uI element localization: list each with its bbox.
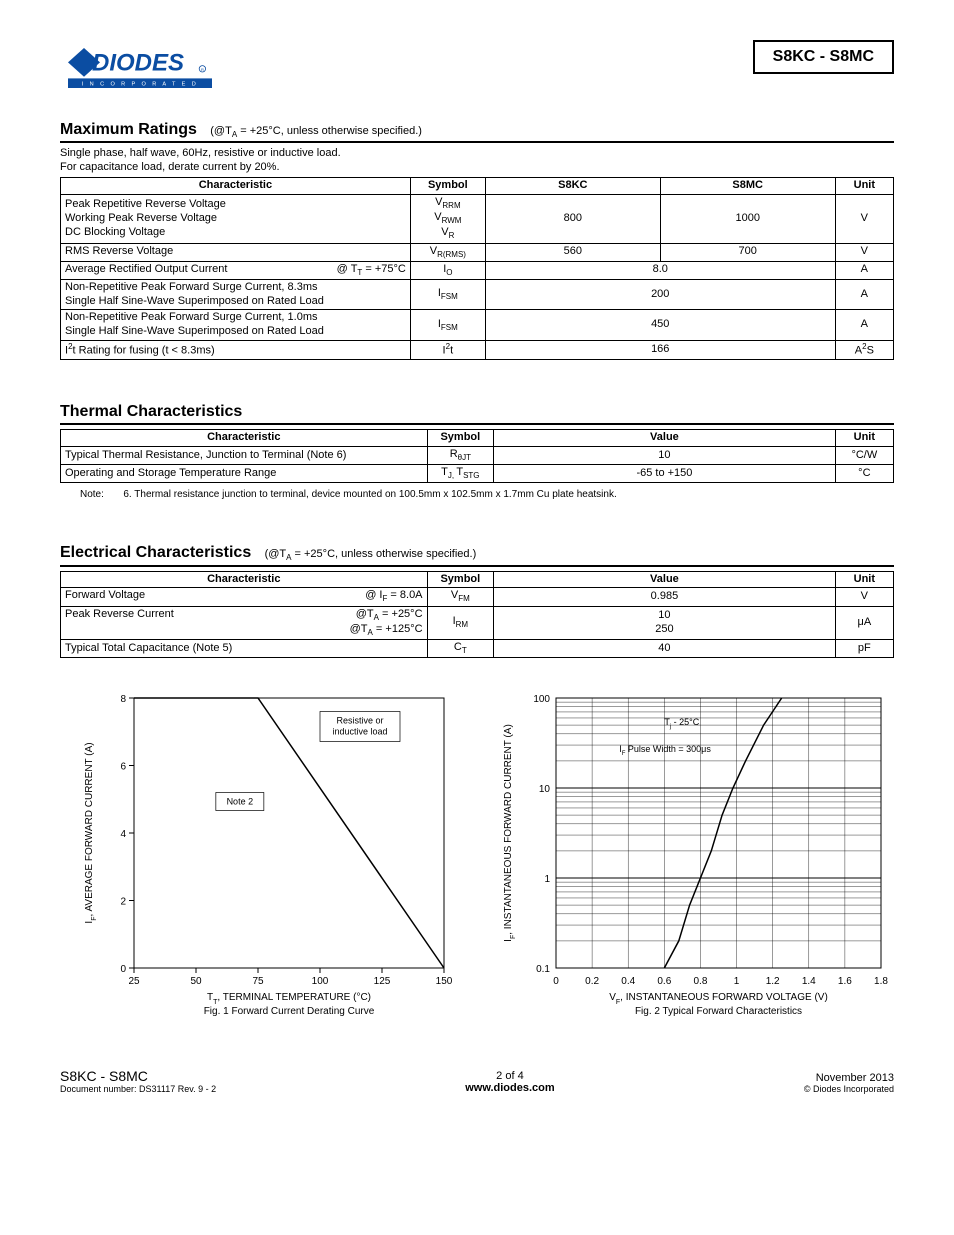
- logo-sub: I N C O R P O R A T E D: [82, 82, 198, 88]
- svg-text:1: 1: [733, 976, 739, 987]
- table-row: Non-Repetitive Peak Forward Surge Curren…: [61, 279, 894, 310]
- section-max-ratings-title: Maximum Ratings (@TA = +25°C, unless oth…: [60, 121, 894, 143]
- thermal-note: Note: 6. Thermal resistance junction to …: [80, 489, 874, 500]
- svg-text:0: 0: [553, 976, 559, 987]
- charts-row: 25507510012515002468Resistive orinductiv…: [60, 688, 894, 1028]
- mr-cond: (@TA = +25°C, unless otherwise specified…: [210, 125, 422, 137]
- svg-text:Fig. 2 Typical Forward Charac: Fig. 2 Typical Forward Characteristics: [634, 1006, 801, 1017]
- table-row: Forward Voltage@ IF = 8.0A VFM 0.985 V: [61, 588, 894, 606]
- svg-text:0.6: 0.6: [657, 976, 671, 987]
- svg-text:Resistive or: Resistive or: [336, 716, 383, 726]
- mr-col-sym: Symbol: [410, 178, 485, 195]
- svg-text:IF, AVERAGE FORWARD CURRENT (A: IF, AVERAGE FORWARD CURRENT (A): [84, 743, 98, 924]
- tc-col-val: Value: [494, 430, 836, 447]
- svg-text:2: 2: [120, 897, 126, 908]
- max-ratings-table: Characteristic Symbol S8KC S8MC Unit Pea…: [60, 177, 894, 360]
- svg-text:0.8: 0.8: [693, 976, 707, 987]
- tc-col-char: Characteristic: [61, 430, 428, 447]
- svg-text:0: 0: [120, 964, 126, 975]
- ec-col-char: Characteristic: [61, 571, 428, 588]
- mr-col-char: Characteristic: [61, 178, 411, 195]
- section-electrical-title: Electrical Characteristics (@TA = +25°C,…: [60, 544, 894, 566]
- svg-text:TT, TERMINAL TEMPERATURE (°C): TT, TERMINAL TEMPERATURE (°C): [206, 992, 370, 1006]
- part-number-box: S8KC - S8MC: [753, 40, 894, 74]
- mr-col-unit: Unit: [835, 178, 893, 195]
- table-row: Non-Repetitive Peak Forward Surge Curren…: [61, 310, 894, 341]
- logo-text: DIODES: [92, 49, 184, 76]
- mr-subnote-1: Single phase, half wave, 60Hz, resistive…: [60, 147, 894, 159]
- svg-text:8: 8: [120, 694, 126, 705]
- svg-text:0.1: 0.1: [536, 964, 550, 975]
- table-row: Typical Total Capacitance (Note 5) CT 40…: [61, 639, 894, 657]
- table-row: RMS Reverse Voltage VR(RMS) 560 700 V: [61, 243, 894, 261]
- ec-cond: (@TA = +25°C, unless otherwise specified…: [265, 548, 477, 560]
- mr-col-s8mc: S8MC: [660, 178, 835, 195]
- thermal-table: Characteristic Symbol Value Unit Typical…: [60, 429, 894, 483]
- tc-col-unit: Unit: [835, 430, 893, 447]
- page-footer: S8KC - S8MC Document number: DS31117 Rev…: [60, 1068, 894, 1094]
- chart-2: 0.111010000.20.40.60.811.21.41.61.8Tj - …: [487, 688, 894, 1028]
- tc-col-sym: Symbol: [427, 430, 494, 447]
- svg-text:150: 150: [435, 976, 452, 987]
- svg-text:100: 100: [533, 694, 550, 705]
- svg-text:inductive load: inductive load: [332, 727, 387, 737]
- svg-text:4: 4: [120, 829, 126, 840]
- footer-page: 2 of 4: [465, 1070, 554, 1082]
- footer-doc: Document number: DS31117 Rev. 9 - 2: [60, 1084, 216, 1094]
- svg-text:1.2: 1.2: [765, 976, 779, 987]
- svg-text:1.4: 1.4: [801, 976, 815, 987]
- ec-col-val: Value: [494, 571, 836, 588]
- ec-col-sym: Symbol: [427, 571, 494, 588]
- table-row: Peak Repetitive Reverse Voltage Working …: [61, 194, 894, 243]
- footer-url[interactable]: www.diodes.com: [465, 1082, 554, 1094]
- chart-2-svg: 0.111010000.20.40.60.811.21.41.61.8Tj - …: [491, 688, 891, 1028]
- svg-text:50: 50: [190, 976, 202, 987]
- footer-date: November 2013: [804, 1072, 894, 1084]
- table-row: I2t Rating for fusing (t < 8.3ms) I2t 16…: [61, 340, 894, 359]
- svg-text:6: 6: [120, 762, 126, 773]
- svg-text:1.8: 1.8: [874, 976, 888, 987]
- svg-text:VF, INSTANTANEOUS FORWARD VOLT: VF, INSTANTANEOUS FORWARD VOLTAGE (V): [609, 992, 828, 1006]
- mr-subnote-2: For capacitance load, derate current by …: [60, 161, 894, 173]
- mr-col-s8kc: S8KC: [485, 178, 660, 195]
- chart-1: 25 50 75 100 125 150 0 2 4 6 8 Resistive orinductiv…: [60, 688, 467, 1028]
- table-row: Peak Reverse Current@TA = +25°C@TA = +12…: [61, 606, 894, 639]
- section-thermal-title: Thermal Characteristics: [60, 403, 894, 425]
- mr-title-text: Maximum Ratings: [60, 121, 197, 138]
- svg-text:Fig. 1 Forward Current Derati: Fig. 1 Forward Current Derating Curve: [203, 1006, 374, 1017]
- svg-text:1.6: 1.6: [837, 976, 851, 987]
- svg-text:125: 125: [373, 976, 390, 987]
- table-row: Average Rectified Output Current @ TT = …: [61, 261, 894, 279]
- header: DIODES R I N C O R P O R A T E D S8KC - …: [60, 40, 894, 91]
- svg-text:0.2: 0.2: [585, 976, 599, 987]
- electrical-table: Characteristic Symbol Value Unit Forward…: [60, 571, 894, 659]
- svg-text:10: 10: [538, 784, 550, 795]
- svg-text:R: R: [201, 67, 204, 72]
- footer-part: S8KC - S8MC: [60, 1068, 216, 1084]
- table-row: Operating and Storage Temperature Range …: [61, 465, 894, 483]
- svg-text:25: 25: [128, 976, 140, 987]
- company-logo: DIODES R I N C O R P O R A T E D: [60, 40, 220, 91]
- chart-1-svg: 25 50 75 100 125 150 0 2 4 6 8 Resistive orinductiv…: [74, 688, 454, 1028]
- ec-col-unit: Unit: [835, 571, 893, 588]
- svg-text:IF, INSTANTANEOUS FORWARD CURR: IF, INSTANTANEOUS FORWARD CURRENT (A): [503, 724, 517, 942]
- svg-text:100: 100: [311, 976, 328, 987]
- ec-title-text: Electrical Characteristics: [60, 544, 251, 561]
- svg-text:1: 1: [544, 874, 550, 885]
- svg-text:0.4: 0.4: [621, 976, 635, 987]
- svg-text:Note 2: Note 2: [226, 797, 253, 807]
- table-row: Typical Thermal Resistance, Junction to …: [61, 447, 894, 465]
- svg-text:75: 75: [252, 976, 264, 987]
- footer-copy: © Diodes Incorporated: [804, 1084, 894, 1094]
